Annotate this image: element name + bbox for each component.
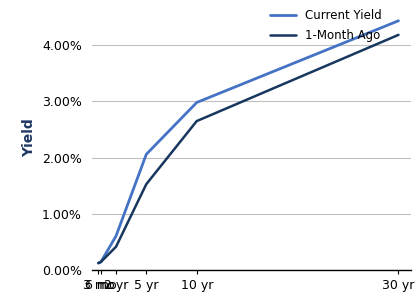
Current Yield [98, 260, 103, 264]
Legend: Current Yield, 1-Month Ago: Current Yield, 1-Month Ago [270, 9, 382, 43]
Current Yield [144, 153, 149, 156]
Line: 1-Month Ago: 1-Month Ago [98, 35, 399, 263]
Y-axis label: Yield: Yield [22, 119, 37, 157]
Line: Current Yield: Current Yield [98, 21, 399, 263]
1-Month Ago [396, 33, 401, 37]
1-Month Ago [98, 260, 103, 264]
1-Month Ago [96, 261, 101, 265]
Current Yield [113, 234, 118, 238]
1-Month Ago [194, 119, 199, 123]
Current Yield [194, 101, 199, 104]
Current Yield [96, 261, 101, 265]
1-Month Ago [144, 182, 149, 186]
Current Yield [396, 19, 401, 23]
1-Month Ago [113, 245, 118, 249]
